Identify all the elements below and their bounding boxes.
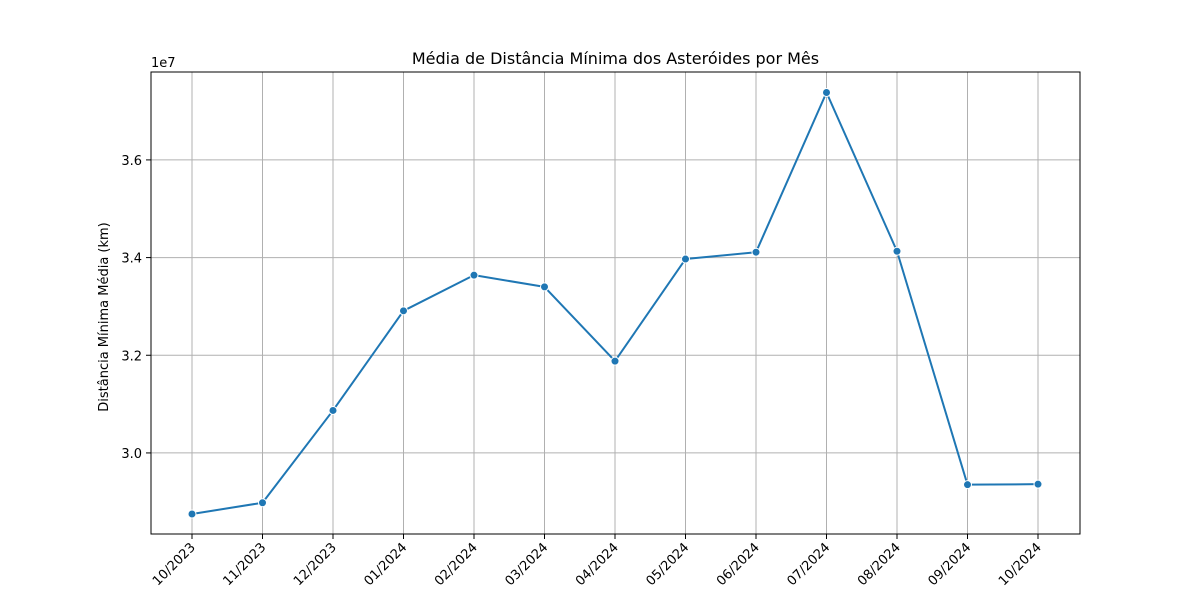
data-point [258, 498, 267, 508]
data-point [1033, 479, 1043, 489]
x-tick-label: 10/2023 [150, 540, 199, 589]
x-tick-label: 07/2024 [785, 540, 834, 589]
chart-title: Média de Distância Mínima dos Asteróides… [412, 49, 819, 68]
x-tick-label: 05/2024 [644, 540, 693, 589]
y-axis-offset-label: 1e7 [151, 56, 176, 71]
y-tick-label: 3.4 [121, 252, 142, 267]
y-tick-label: 3.6 [121, 154, 142, 169]
x-tick-label: 12/2023 [291, 540, 340, 589]
series-layer [187, 88, 1043, 519]
data-point [540, 282, 549, 292]
data-point [610, 356, 620, 366]
x-tick-label: 01/2024 [362, 540, 411, 589]
x-tick-label: 11/2023 [221, 540, 270, 589]
x-tick-label: 06/2024 [714, 540, 763, 589]
data-point [822, 88, 831, 98]
x-tick-label: 08/2024 [855, 540, 904, 589]
y-tick-label: 3.2 [121, 349, 142, 364]
x-tick-label: 04/2024 [573, 540, 622, 589]
x-tick-label: 09/2024 [926, 540, 975, 589]
data-point [469, 270, 479, 280]
y-tick-label: 3.0 [121, 447, 142, 462]
data-point [328, 405, 338, 415]
data-point [399, 306, 408, 316]
grid-lines [151, 72, 1080, 534]
axes: 10/2023 11/2023 12/2023 01/2024 02/2024 03/20… [121, 154, 1045, 589]
data-point [681, 254, 690, 264]
data-point [751, 247, 761, 257]
x-tick-label: 02/2024 [432, 540, 481, 589]
x-tick-label: 10/2024 [996, 540, 1045, 589]
x-tick-label: 03/2024 [503, 540, 552, 589]
y-axis-label: Distância Mínima Média (km) [97, 222, 112, 412]
data-point [187, 509, 197, 519]
data-point [963, 480, 972, 490]
data-point [892, 246, 902, 256]
